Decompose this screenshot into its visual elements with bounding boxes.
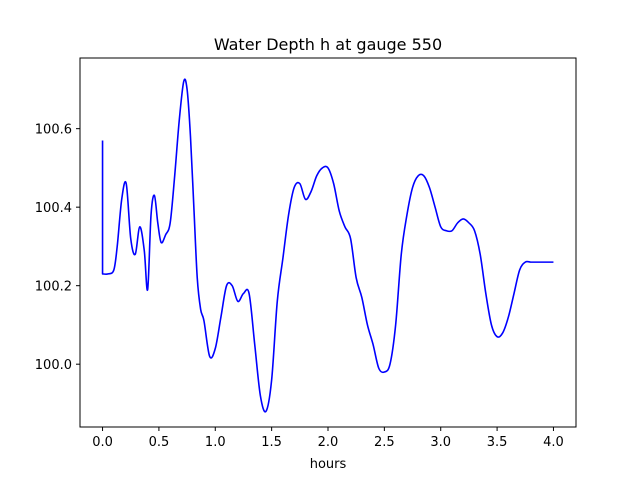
x-axis-label: hours: [310, 457, 347, 472]
x-tick-label: 4.0: [543, 435, 564, 450]
y-axis: 100.0 100.2 100.4 100.6: [35, 123, 80, 373]
x-tick-label: 1.5: [261, 435, 282, 450]
x-tick-label: 2.5: [374, 435, 395, 450]
x-tick-label: 0.5: [149, 435, 170, 450]
x-axis: 0.0 0.5 1.0 1.5 2.0 2.5 3.0 3.5 4.0: [92, 427, 564, 450]
series-line: [101, 78, 554, 413]
x-tick-label: 0.0: [92, 435, 113, 450]
chart-title: Water Depth h at gauge 550: [214, 35, 442, 54]
x-tick-label: 3.5: [487, 435, 508, 450]
plot-area: [101, 78, 554, 413]
x-tick-label: 3.0: [430, 435, 451, 450]
y-tick-label: 100.4: [35, 201, 72, 216]
y-tick-label: 100.0: [35, 358, 72, 373]
x-tick-label: 2.0: [318, 435, 339, 450]
x-tick-label: 1.0: [205, 435, 226, 450]
y-tick-label: 100.6: [35, 123, 72, 138]
y-tick-label: 100.2: [35, 280, 72, 295]
